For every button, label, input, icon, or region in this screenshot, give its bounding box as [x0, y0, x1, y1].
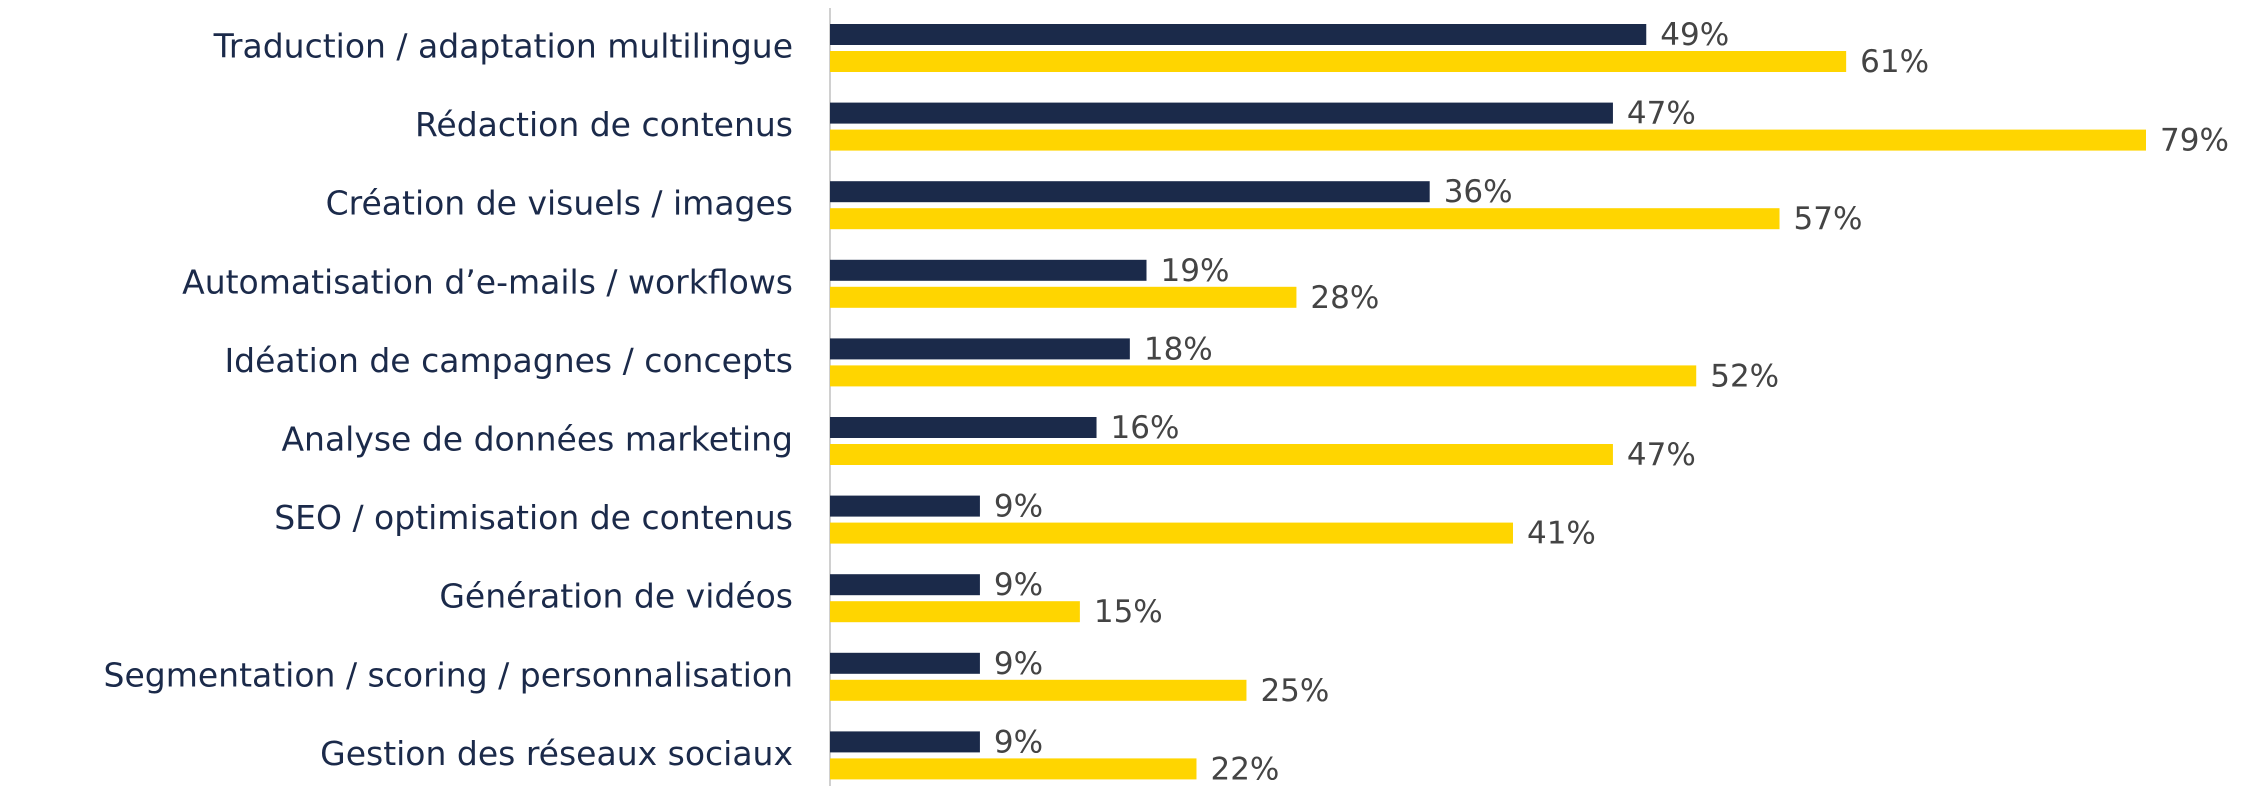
value-label: 9% — [994, 489, 1043, 525]
category-label: Gestion des réseaux sociaux — [320, 734, 793, 773]
category-label: Rédaction de contenus — [415, 105, 793, 144]
value-label: 22% — [1210, 751, 1279, 786]
category-label: SEO / optimisation de contenus — [274, 498, 793, 537]
bar — [830, 24, 1647, 45]
value-label: 47% — [1627, 437, 1696, 473]
value-label: 25% — [1260, 673, 1329, 709]
bar — [830, 181, 1430, 203]
bar — [830, 444, 1613, 465]
value-label: 57% — [1794, 201, 1863, 237]
category-label: Traduction / adaptation multilingue — [213, 27, 793, 66]
category-label: Automatisation d’e-mails / workflows — [182, 262, 793, 301]
category-label: Segmentation / scoring / personnalisatio… — [104, 655, 793, 694]
value-label: 16% — [1111, 410, 1180, 446]
bar — [830, 365, 1697, 387]
value-label: 9% — [994, 646, 1043, 682]
bar — [830, 51, 1847, 72]
bar — [830, 731, 980, 753]
value-label: 61% — [1860, 44, 1929, 80]
bar — [830, 601, 1080, 623]
value-label: 52% — [1710, 358, 1779, 394]
bar — [830, 652, 980, 674]
value-label: 9% — [994, 724, 1043, 760]
value-label: 79% — [2160, 123, 2229, 159]
bar — [830, 417, 1097, 438]
bar — [830, 522, 1513, 544]
category-label: Création de visuels / images — [326, 184, 793, 223]
bar — [830, 259, 1147, 281]
value-label: 18% — [1144, 331, 1213, 367]
value-label: 49% — [1660, 17, 1729, 53]
bar — [830, 102, 1613, 124]
value-label: 36% — [1444, 174, 1513, 210]
bar — [830, 286, 1297, 308]
value-label: 9% — [994, 567, 1043, 603]
category-label: Analyse de données marketing — [281, 420, 793, 459]
value-label: 19% — [1161, 253, 1230, 289]
category-label: Idéation de campagnes / concepts — [224, 341, 793, 380]
bar — [830, 338, 1130, 360]
category-label: Génération de vidéos — [439, 577, 793, 616]
bar — [830, 574, 980, 596]
value-label: 47% — [1627, 96, 1696, 132]
bar — [830, 679, 1247, 701]
bar — [830, 495, 980, 517]
value-label: 28% — [1310, 280, 1379, 316]
bar — [830, 129, 2146, 151]
value-label: 41% — [1527, 516, 1596, 552]
bar — [830, 758, 1197, 780]
value-label: 15% — [1094, 594, 1163, 630]
bar — [830, 208, 1780, 230]
